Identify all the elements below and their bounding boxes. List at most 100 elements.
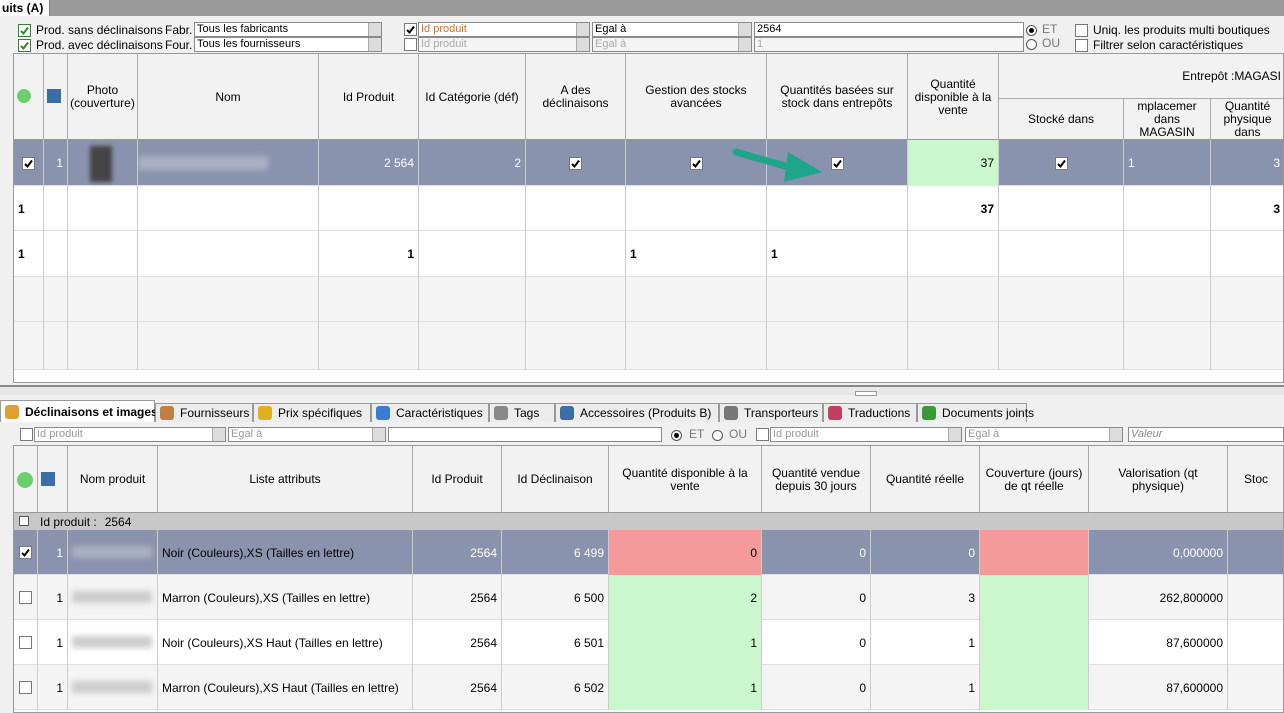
splitter-grip[interactable] [855,391,877,396]
column-header[interactable]: Id Produit [319,54,419,140]
column-header[interactable]: Photo (couverture) [68,54,138,140]
tab[interactable]: Traductions [823,403,917,422]
group-row[interactable]: Id produit : 2564 [14,513,1283,530]
checkbox[interactable] [404,23,417,36]
checkbox[interactable] [20,428,33,441]
checkbox[interactable] [22,156,35,170]
checkbox[interactable] [19,546,32,559]
column-header[interactable]: mplacemer dans MAGASIN [1124,98,1211,140]
column-header[interactable]: Quantité réelle [871,446,980,513]
dropdown-button[interactable] [576,23,589,36]
radio[interactable] [1026,25,1037,36]
logic-label: ET [1042,22,1058,36]
select-all-icon[interactable] [17,89,31,103]
grid-row[interactable] [14,322,1283,370]
tab[interactable]: Tags [489,403,555,422]
dropdown-button[interactable] [1109,428,1122,441]
column-header[interactable]: Quantité vendue depuis 30 jours [762,446,871,513]
grid-row[interactable] [14,277,1283,322]
checkbox[interactable] [19,681,32,694]
select-all-icon[interactable] [17,472,33,488]
dropdown-button[interactable] [576,38,589,51]
tab[interactable]: Caractéristiques [371,403,489,422]
column-header[interactable] [14,54,44,140]
column-header[interactable]: Stocké dans [999,98,1124,140]
checkbox[interactable] [1075,39,1088,52]
checkbox[interactable] [18,39,31,52]
checkbox[interactable] [404,38,417,51]
column-header[interactable]: Stoc [1228,446,1283,513]
group-toggle[interactable] [19,516,29,526]
input-field[interactable] [388,427,662,442]
dropdown-button[interactable] [212,428,225,441]
column-header[interactable]: Quantité disponible à la vente [908,54,999,140]
column-header[interactable] [14,446,38,513]
grid-row[interactable]: 1 Noir (Couleurs),XS Haut (Tailles en let… [14,620,1283,665]
column-header[interactable]: Id Produit [413,446,502,513]
input-field[interactable]: Tous les fabricants [194,22,382,37]
checkbox[interactable] [1054,156,1068,170]
dropdown-button[interactable] [738,23,751,36]
column-header[interactable]: Valorisation (qt physique) [1089,446,1228,513]
input-field[interactable]: Egal à [965,427,1123,442]
grid-row[interactable]: 1 37 3 [14,186,1283,231]
tab[interactable]: Prix spécifiques [253,403,371,422]
tab[interactable]: Accessoires (Produits B) [555,403,719,422]
checkbox[interactable] [19,636,32,649]
input-field[interactable]: Id produit [418,37,590,52]
radio[interactable] [1026,39,1037,50]
tab[interactable]: Fournisseurs [155,403,253,422]
checkbox[interactable] [689,156,703,170]
input-field[interactable]: 2564 [754,22,1024,37]
input-field[interactable]: Id produit [770,427,962,442]
grid-row[interactable]: 1 Marron (Couleurs),XS (Tailles en lettre… [14,575,1283,620]
input-field[interactable]: Egal à [592,22,752,37]
column-header[interactable]: Couverture (jours) de qt réelle [980,446,1089,513]
grid-cell: 0,000000 [1089,530,1228,575]
column-header[interactable]: Id Catégorie (déf) [419,54,526,140]
radio[interactable] [712,430,723,441]
column-header[interactable]: Quantité disponible à la vente [609,446,762,513]
input-field[interactable]: Id produit [418,22,590,37]
grid-row[interactable]: 1 Marron (Couleurs),XS Haut (Tailles en l… [14,665,1283,710]
column-header[interactable]: Liste attributs [158,446,413,513]
dropdown-button[interactable] [738,38,751,51]
checkbox[interactable] [19,591,32,604]
checkbox[interactable] [756,428,769,441]
checkbox[interactable] [1075,24,1088,37]
checkbox[interactable] [830,156,844,170]
column-header[interactable]: Gestion des stocks avancées [626,54,767,140]
tab[interactable]: Documents joints [917,403,1034,422]
tab[interactable]: Transporteurs [719,403,823,422]
column-header[interactable]: A des déclinaisons [526,54,626,140]
window-tab[interactable]: uits (A) [0,0,50,16]
column-header[interactable] [38,446,68,513]
tab[interactable]: Déclinaisons et images [0,400,158,422]
dropdown-button[interactable] [372,428,385,441]
checkbox[interactable] [569,156,582,170]
radio[interactable] [671,430,682,441]
column-header[interactable]: Id Déclinaison [502,446,609,513]
input-field[interactable]: Egal à [228,427,386,442]
grid-cell: 1 [38,575,68,620]
grid-cell: Marron (Couleurs),XS (Tailles en lettre) [158,575,413,620]
input-field[interactable]: Tous les fournisseurs [194,37,382,52]
dropdown-button[interactable] [948,428,961,441]
checkbox[interactable] [18,24,31,37]
input-field[interactable]: Id produit [34,427,226,442]
column-header[interactable]: Quantité physique dans [1211,98,1283,140]
column-header[interactable]: Nom [138,54,319,140]
dropdown-button[interactable] [368,23,381,36]
input-field[interactable]: 1 [754,37,1024,52]
grid-row[interactable]: 1 Noir (Couleurs),XS (Tailles en lettre) 2… [14,530,1283,575]
dropdown-button[interactable] [368,38,381,51]
grid-cell [419,231,526,277]
input-field[interactable]: Valeur [1128,427,1284,442]
column-header[interactable]: Nom produit [68,446,158,513]
blurred-name [138,156,268,170]
input-field[interactable]: Egal à [592,37,752,52]
column-header[interactable] [44,54,68,140]
column-header[interactable]: Quantités basées sur stock dans entrepôt… [767,54,908,140]
